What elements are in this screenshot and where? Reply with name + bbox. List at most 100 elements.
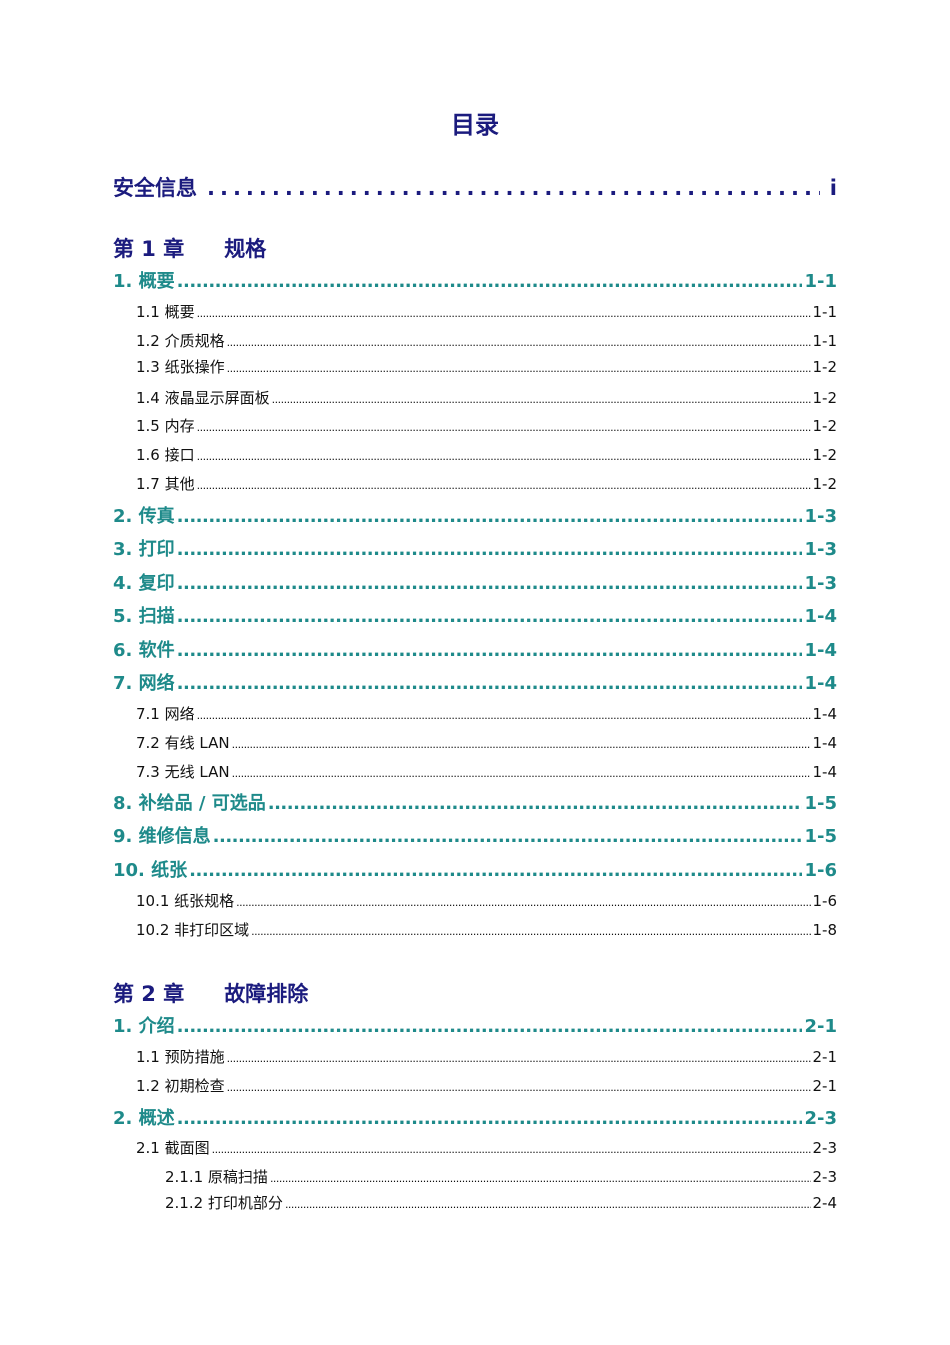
entry-label: 1.1 预防措施 (136, 1048, 225, 1066)
entry-page: 1-2 (812, 446, 838, 464)
entry-label: 2. 传真 (113, 506, 175, 527)
entry-page: 1-1 (804, 271, 837, 292)
toc-entry[interactable]: 5. 扫描 1-4 (113, 602, 837, 628)
toc-entry[interactable]: 10.1 纸张规格 1-6 (136, 890, 837, 911)
toc-entry[interactable]: 9. 维修信息 1-5 (113, 822, 837, 848)
chapter-number: 第 1 章 (113, 237, 185, 261)
entry-page: 1-2 (812, 475, 838, 493)
toc-entry[interactable]: 6. 软件 1-4 (113, 636, 837, 662)
entry-label: 7.2 有线 LAN (136, 734, 230, 752)
toc-entry[interactable]: 1.1 预防措施 2-1 (136, 1046, 837, 1067)
toc-entry[interactable]: 2.1 截面图 2-3 (136, 1137, 837, 1158)
toc-entry[interactable]: 1.6 接口 1-2 (136, 444, 837, 465)
dot-leader (197, 307, 811, 320)
toc-entry[interactable]: 3. 打印 1-3 (113, 535, 837, 561)
entry-label: 2.1.1 原稿扫描 (165, 1168, 268, 1186)
dot-leader (232, 738, 811, 751)
toc-entry[interactable]: 2. 传真 1-3 (113, 502, 837, 528)
chapter-name: 故障排除 (224, 982, 309, 1006)
dot-leader (177, 1016, 803, 1037)
chapter-name: 规格 (224, 237, 267, 261)
entry-page: 1-5 (804, 826, 837, 847)
toc-entry[interactable]: 2.1.2 打印机部分 2-4 (165, 1192, 837, 1213)
entry-page: 1-1 (812, 303, 838, 321)
dot-leader (213, 826, 803, 847)
entry-label: 7.3 无线 LAN (136, 763, 230, 781)
entry-page: 1-2 (812, 389, 838, 407)
entry-label: 1.5 内存 (136, 417, 195, 435)
dot-leader (268, 793, 803, 814)
toc-entry[interactable]: 7.2 有线 LAN 1-4 (136, 732, 837, 753)
chapter-heading[interactable]: 第 1 章 规格 (113, 233, 266, 263)
toc-entry[interactable]: 10. 纸张 1-6 (113, 856, 837, 882)
toc-entry[interactable]: 7.1 网络 1-4 (136, 703, 837, 724)
dot-leader (236, 896, 810, 909)
entry-page: 1-8 (812, 921, 838, 939)
dot-leader (227, 1052, 811, 1065)
entry-page: 2-3 (812, 1139, 838, 1157)
entry-label: 2.1.2 打印机部分 (165, 1194, 283, 1212)
toc-entry-safety[interactable]: 安全信息 i (113, 172, 837, 202)
entry-page: 1-2 (812, 417, 838, 435)
entry-page: 2-1 (804, 1016, 837, 1037)
toc-entry[interactable]: 2. 概述 2-3 (113, 1104, 837, 1130)
entry-label: 1.7 其他 (136, 475, 195, 493)
dot-leader (177, 506, 803, 527)
toc-entry[interactable]: 4. 复印 1-3 (113, 569, 837, 595)
entry-label: 10. 纸张 (113, 860, 188, 881)
dot-leader (177, 271, 803, 292)
entry-page: 1-3 (804, 539, 837, 560)
toc-entry[interactable]: 2.1.1 原稿扫描 2-3 (165, 1166, 837, 1187)
entry-label: 10.1 纸张规格 (136, 892, 235, 910)
entry-page: 2-1 (812, 1077, 838, 1095)
page-title: 目录 (451, 111, 499, 139)
entry-page: 1-2 (812, 358, 838, 376)
entry-label: 6. 软件 (113, 640, 175, 661)
dot-leader (207, 176, 820, 200)
toc-entry[interactable]: 1.1 概要 1-1 (136, 301, 837, 322)
toc-entry[interactable]: 7. 网络 1-4 (113, 669, 837, 695)
toc-entry[interactable]: 7.3 无线 LAN 1-4 (136, 761, 837, 782)
dot-leader (232, 767, 811, 780)
toc-entry[interactable]: 1.5 内存 1-2 (136, 415, 837, 436)
dot-leader (227, 362, 811, 375)
toc-entry[interactable]: 1.4 液晶显示屏面板 1-2 (136, 387, 837, 408)
toc-entry[interactable]: 1. 概要 1-1 (113, 267, 837, 293)
chapter-heading[interactable]: 第 2 章 故障排除 (113, 978, 308, 1008)
entry-page: 2-1 (812, 1048, 838, 1066)
entry-page: 1-4 (804, 606, 837, 627)
dot-leader (227, 336, 811, 349)
toc-entry[interactable]: 10.2 非打印区域 1-8 (136, 919, 837, 940)
entry-label: 1. 概要 (113, 271, 175, 292)
dot-leader (227, 1081, 811, 1094)
entry-label: 7.1 网络 (136, 705, 195, 723)
toc-entry[interactable]: 1.2 介质规格 1-1 (136, 330, 837, 351)
toc-entry[interactable]: 1.2 初期检查 2-1 (136, 1075, 837, 1096)
toc-entry[interactable]: 8. 补给品 / 可选品 1-5 (113, 789, 837, 815)
dot-leader (212, 1143, 811, 1156)
toc-entry[interactable]: 1. 介绍 2-1 (113, 1012, 837, 1038)
entry-label: 10.2 非打印区域 (136, 921, 250, 939)
entry-label: 1.3 纸张操作 (136, 358, 225, 376)
entry-page: 2-3 (812, 1168, 838, 1186)
dot-leader (270, 1172, 811, 1185)
toc-entry[interactable]: 1.7 其他 1-2 (136, 473, 837, 494)
dot-leader (177, 640, 803, 661)
dot-leader (197, 421, 811, 434)
entry-label: 1.2 介质规格 (136, 332, 225, 350)
entry-label: 1.1 概要 (136, 303, 195, 321)
entry-label: 8. 补给品 / 可选品 (113, 793, 266, 814)
dot-leader (177, 573, 803, 594)
entry-label: 9. 维修信息 (113, 826, 211, 847)
chapter-number: 第 2 章 (113, 982, 185, 1006)
dot-leader (177, 539, 803, 560)
dot-leader (197, 709, 811, 722)
entry-page: 1-4 (804, 673, 837, 694)
dot-leader (197, 450, 811, 463)
toc-entry[interactable]: 1.3 纸张操作 1-2 (136, 356, 837, 377)
entry-label: 2.1 截面图 (136, 1139, 210, 1157)
dot-leader (285, 1198, 811, 1211)
entry-label: 安全信息 (113, 176, 197, 200)
entry-page: 2-3 (804, 1108, 837, 1129)
entry-page: 1-4 (812, 705, 838, 723)
